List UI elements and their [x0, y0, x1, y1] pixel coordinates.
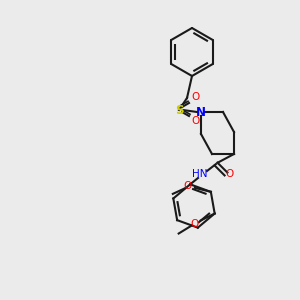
Text: O: O — [191, 116, 199, 126]
Text: O: O — [184, 181, 192, 191]
Text: O: O — [190, 218, 199, 229]
Text: HN: HN — [192, 169, 208, 179]
Text: N: N — [196, 106, 206, 118]
Text: O: O — [191, 92, 199, 102]
Text: S: S — [175, 103, 183, 116]
Text: O: O — [226, 169, 234, 179]
